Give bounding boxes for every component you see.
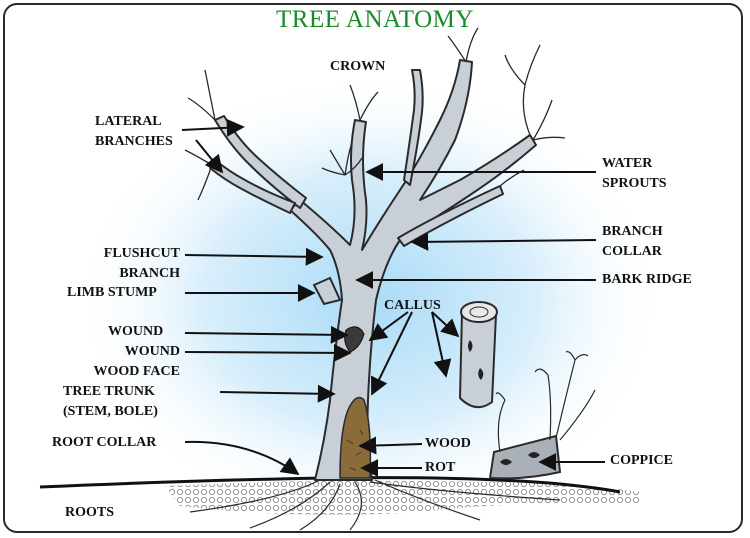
label-root-collar: ROOT COLLAR (52, 435, 157, 450)
arrow-callus-mid (371, 311, 413, 396)
ground-line (39, 476, 621, 494)
label-roots: ROOTS (65, 505, 115, 520)
label-lateral-line2: BRANCHES (95, 134, 173, 149)
pointer-lines (181, 118, 605, 477)
arrow-wood (358, 436, 423, 455)
limb-stump (312, 276, 342, 306)
label-tree-trunk: TREE TRUNK (STEM, BOLE) (63, 382, 158, 422)
label-wound-face-line1: WOUND (124, 344, 180, 359)
diagram-title: TREE ANATOMY (276, 6, 474, 33)
arrow-trunk (219, 384, 336, 403)
label-branch-collar: BRANCH COLLAR (602, 222, 663, 262)
lateral-branch-left (214, 115, 307, 209)
branch-right (397, 185, 504, 247)
label-trunk-line1: TREE TRUNK (63, 384, 155, 399)
label-water-line2: SPROUTS (602, 176, 667, 191)
label-wound-face-line2: WOOD FACE (93, 364, 180, 379)
arrow-branch-collar (410, 232, 597, 251)
upper-branch (403, 69, 424, 186)
label-lateral-branches: LATERAL BRANCHES (95, 112, 173, 152)
arrow-lateral-1 (181, 118, 245, 137)
label-limb-stump: LIMB STUMP (67, 285, 157, 300)
label-rot: ROT (425, 460, 456, 475)
label-flushcut-line1: FLUSHCUT (103, 246, 180, 261)
label-wood: WOOD (425, 436, 471, 451)
arrow-callus-left (368, 311, 409, 342)
label-flushcut-branch: FLUSHCUT BRANCH (88, 244, 180, 284)
arrow-root-collar (184, 440, 300, 476)
arrow-callus-right-2 (431, 311, 452, 378)
label-wound-wood-face: WOUND WOOD FACE (70, 342, 180, 382)
arrow-wound (184, 325, 349, 344)
label-water-line1: WATER (602, 156, 653, 171)
soil-zone (165, 480, 640, 515)
label-bark-ridge: BARK RIDGE (602, 272, 692, 287)
tree-body (209, 59, 537, 481)
label-coppice: COPPICE (610, 453, 673, 468)
label-flushcut-line2: BRANCH (119, 266, 180, 281)
label-water-sprouts: WATER SPROUTS (602, 154, 667, 194)
arrow-callus-right-1 (431, 311, 460, 338)
cut-log (458, 301, 498, 409)
label-lateral-line1: LATERAL (95, 114, 162, 129)
label-branch-collar-line1: BRANCH (602, 224, 663, 239)
label-crown: CROWN (330, 59, 386, 74)
arrow-lateral-2 (195, 139, 224, 174)
label-trunk-line2: (STEM, BOLE) (63, 404, 158, 419)
root-lines (189, 479, 561, 531)
arrow-wound-face (184, 343, 352, 362)
arrow-flushcut (184, 247, 324, 266)
label-branch-collar-line2: COLLAR (602, 244, 662, 259)
label-wound: WOUND (108, 324, 164, 339)
label-callus: CALLUS (384, 298, 441, 313)
